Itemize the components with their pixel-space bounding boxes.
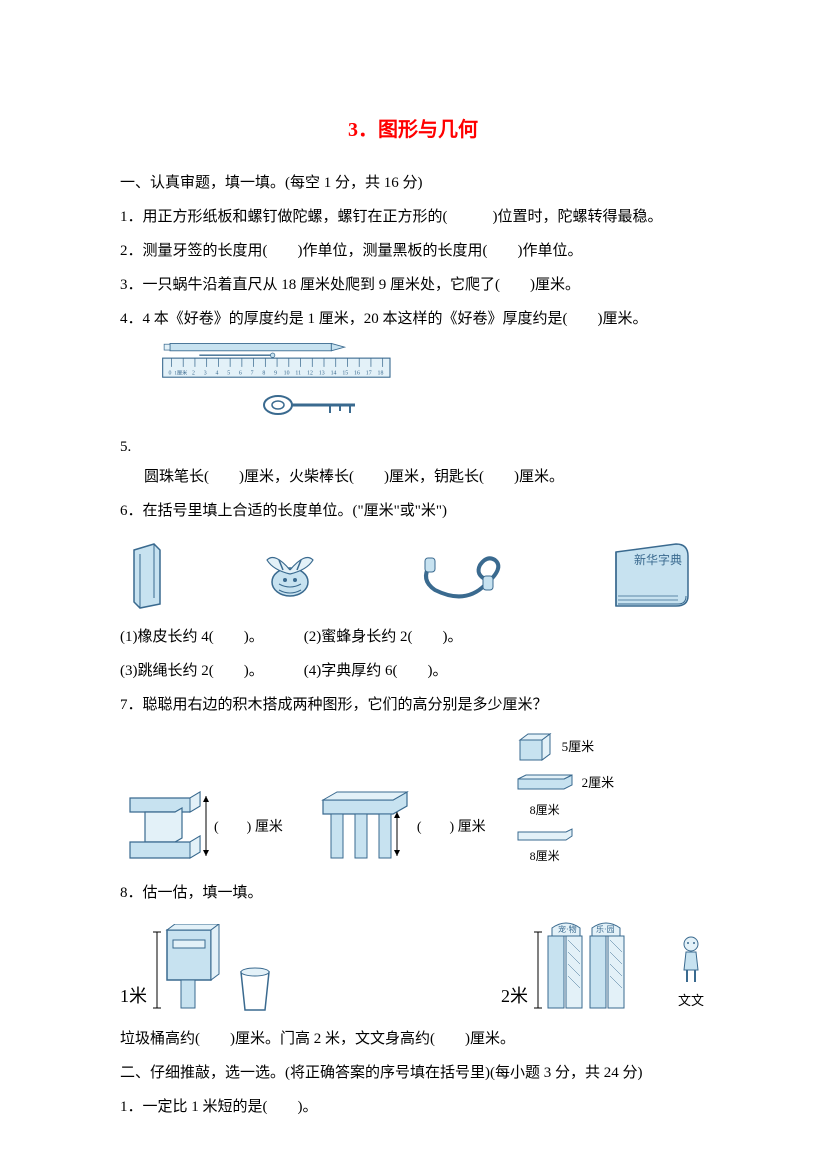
svg-text:13: 13 [319, 370, 325, 376]
question-5-text: 圆珠笔长( )厘米，火柴棒长( )厘米，钥匙长( )厘米。 [120, 462, 706, 492]
q6-item-2: (2)蜜蜂身长约 2( )。 [304, 622, 463, 652]
svg-text:17: 17 [366, 370, 372, 376]
question-1: 1．用正方形纸板和螺钉做陀螺，螺钉在正方形的( )位置时，陀螺转得最稳。 [120, 202, 706, 232]
svg-text:14: 14 [331, 370, 337, 376]
label-2m: 2米 [501, 978, 528, 1014]
svg-text:0: 0 [169, 370, 172, 376]
question-4: 4．4 本《好卷》的厚度约是 1 厘米，20 本这样的《好卷》厚度约是( )厘米… [120, 304, 706, 334]
svg-text:4: 4 [215, 370, 218, 376]
q6-item-1: (1)橡皮长约 4( )。 [120, 622, 264, 652]
section-1-header: 一、认真审题，填一填。(每空 1 分，共 16 分) [120, 168, 706, 198]
svg-text:宠·物: 宠·物 [558, 924, 577, 934]
question-3: 3．一只蜗牛沿着直尺从 18 厘米处爬到 9 厘米处，它爬了( )厘米。 [120, 270, 706, 300]
question-6: 6．在括号里填上合适的长度单位。("厘米"或"米") [120, 496, 706, 526]
blocks-shape-b-icon [313, 788, 413, 868]
svg-text:16: 16 [354, 370, 360, 376]
q7-blank-2: ( ) 厘米 [417, 814, 486, 842]
page-title: 3．图形与几何 [120, 110, 706, 150]
svg-text:18: 18 [378, 370, 384, 376]
q6-item-3: (3)跳绳长约 2( )。 [120, 656, 264, 686]
label-5cm: 5厘米 [562, 734, 595, 760]
svg-text:12: 12 [307, 370, 313, 376]
dictionary-label: 新华字典 [634, 552, 682, 567]
s2-question-1: 1．一定比 1 米短的是( )。 [120, 1092, 706, 1122]
label-1m: 1米 [120, 978, 147, 1014]
dictionary-icon: 新华字典 [606, 534, 696, 610]
eraser-icon [130, 540, 164, 610]
q6-images: 新华字典 [120, 534, 706, 610]
rope-icon [415, 550, 515, 610]
q7-blank-1: ( ) 厘米 [214, 814, 283, 842]
q8-figures: 1米 2米 宠·物 乐·园 [120, 918, 706, 1014]
blocks-shape-a-icon [120, 788, 210, 868]
q7-figures: ( ) 厘米 ( ) 厘米 5厘米 [120, 730, 706, 868]
svg-text:11: 11 [295, 370, 301, 376]
svg-text:15: 15 [342, 370, 348, 376]
flat-block-icon [516, 773, 576, 793]
child-icon [676, 934, 706, 984]
svg-text:10: 10 [284, 370, 290, 376]
svg-text:6: 6 [239, 370, 242, 376]
question-8-text: 垃圾桶高约( )厘米。门高 2 米，文文身高约( )厘米。 [120, 1024, 706, 1054]
thin-block-icon [516, 828, 576, 842]
section-2-header: 二、仔细推敲，选一选。(将正确答案的序号填在括号里)(每小题 3 分，共 24 … [120, 1058, 706, 1088]
q6-item-4: (4)字典厚约 6( )。 [304, 656, 448, 686]
trash-bin-icon [235, 964, 275, 1014]
question-2: 2．测量牙签的长度用( )作单位，测量黑板的长度用( )作单位。 [120, 236, 706, 266]
cube-block-icon [516, 730, 556, 764]
svg-text:5: 5 [227, 370, 230, 376]
svg-text:8: 8 [262, 370, 265, 376]
svg-text:9: 9 [274, 370, 277, 376]
label-8cm-a: 8厘米 [530, 798, 560, 822]
label-8cm-b: 8厘米 [530, 844, 560, 868]
ruler-figure: 0 1厘米 2 3 4 5 6 7 8 9 10 11 12 13 14 15 … [120, 342, 706, 428]
svg-text:乐·园: 乐·园 [596, 924, 615, 934]
question-5-number: 5. [120, 432, 131, 462]
question-7: 7．聪聪用右边的积木搭成两种图形，它们的高分别是多少厘米？ [120, 690, 706, 720]
svg-text:3: 3 [204, 370, 207, 376]
mailbox-icon [151, 924, 231, 1014]
ruler-icon: 0 1厘米 2 3 4 5 6 7 8 9 10 11 12 13 14 15 … [120, 342, 440, 386]
svg-text:2: 2 [192, 370, 195, 376]
gate-icon: 宠·物 乐·园 [532, 918, 672, 1014]
bee-icon [255, 540, 325, 610]
label-2cm: 2厘米 [582, 770, 615, 796]
child-name-label: 文文 [678, 988, 704, 1014]
key-icon [260, 393, 380, 417]
svg-text:7: 7 [251, 370, 254, 376]
question-8: 8．估一估，填一填。 [120, 878, 706, 908]
